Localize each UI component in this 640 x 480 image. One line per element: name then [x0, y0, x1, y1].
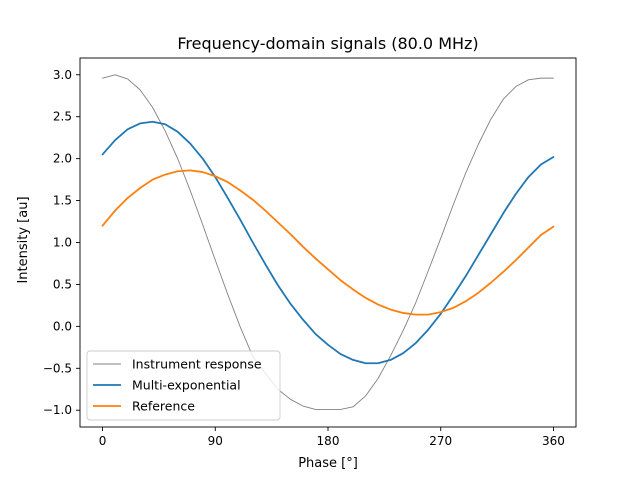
- x-tick-label: 180: [317, 434, 340, 448]
- x-tick-label: 90: [208, 434, 223, 448]
- y-tick-label: 1.0: [53, 236, 72, 250]
- y-tick-label: −0.5: [43, 361, 72, 375]
- y-axis-label: Intensity [au]: [16, 196, 31, 283]
- series-line-reference: [101, 169, 555, 316]
- series-line-instrument-response: [102, 74, 554, 410]
- x-tick-label: 0: [99, 434, 107, 448]
- y-tick-label: 0.0: [53, 319, 72, 333]
- plot-area: [101, 74, 555, 410]
- legend-label-multi-exponential: Multi-exponential: [132, 378, 241, 393]
- axes: 0 90 180 270 360 −1.0 −0.5 0.0 0.5 1.0 1.5 2.0 2.5 3.…: [43, 57, 577, 448]
- legend: Instrument response Multi-exponential Refe…: [86, 350, 281, 421]
- legend-label-instrument-response: Instrument response: [132, 357, 262, 372]
- y-tick-label: 3.0: [53, 68, 72, 82]
- legend-label-reference: Reference: [132, 399, 195, 414]
- y-tick-label: 2.0: [53, 152, 72, 166]
- series-line-multi-exponential: [101, 120, 555, 365]
- y-tick-label: 2.5: [53, 110, 72, 124]
- x-tick-label: 360: [542, 434, 565, 448]
- x-tick-label: 270: [429, 434, 452, 448]
- y-tick-label: 1.5: [53, 194, 72, 208]
- x-axis-label: Phase [°]: [298, 456, 358, 471]
- y-tick-label: 0.5: [53, 277, 72, 291]
- legend-box: [86, 350, 281, 421]
- chart-title: Frequency-domain signals (80.0 MHz): [177, 34, 478, 53]
- y-tick-label: −1.0: [43, 403, 72, 417]
